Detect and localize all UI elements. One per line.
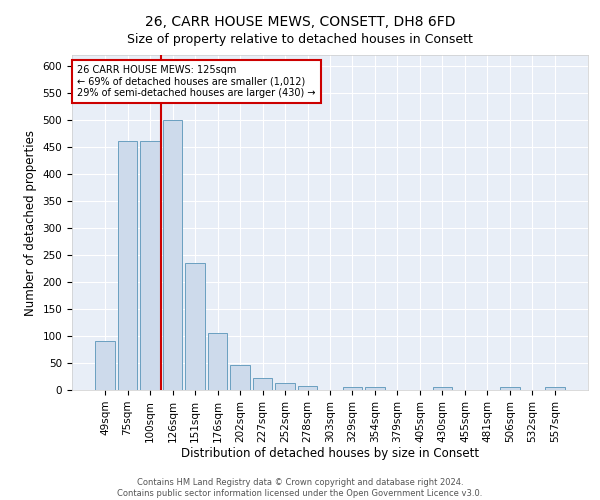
Bar	[365, 388, 385, 390]
Bar	[253, 378, 272, 390]
Bar	[298, 386, 317, 390]
Bar	[140, 142, 160, 390]
Y-axis label: Number of detached properties: Number of detached properties	[24, 130, 37, 316]
Bar	[185, 263, 205, 390]
Bar	[343, 388, 362, 390]
Text: Contains HM Land Registry data © Crown copyright and database right 2024.
Contai: Contains HM Land Registry data © Crown c…	[118, 478, 482, 498]
X-axis label: Distribution of detached houses by size in Consett: Distribution of detached houses by size …	[181, 448, 479, 460]
Bar	[95, 342, 115, 390]
Bar	[545, 388, 565, 390]
Bar	[230, 364, 250, 390]
Text: 26, CARR HOUSE MEWS, CONSETT, DH8 6FD: 26, CARR HOUSE MEWS, CONSETT, DH8 6FD	[145, 15, 455, 29]
Bar	[118, 142, 137, 390]
Text: 26 CARR HOUSE MEWS: 125sqm
← 69% of detached houses are smaller (1,012)
29% of s: 26 CARR HOUSE MEWS: 125sqm ← 69% of deta…	[77, 65, 316, 98]
Text: Size of property relative to detached houses in Consett: Size of property relative to detached ho…	[127, 32, 473, 46]
Bar	[500, 388, 520, 390]
Bar	[275, 383, 295, 390]
Bar	[433, 388, 452, 390]
Bar	[208, 334, 227, 390]
Bar	[163, 120, 182, 390]
